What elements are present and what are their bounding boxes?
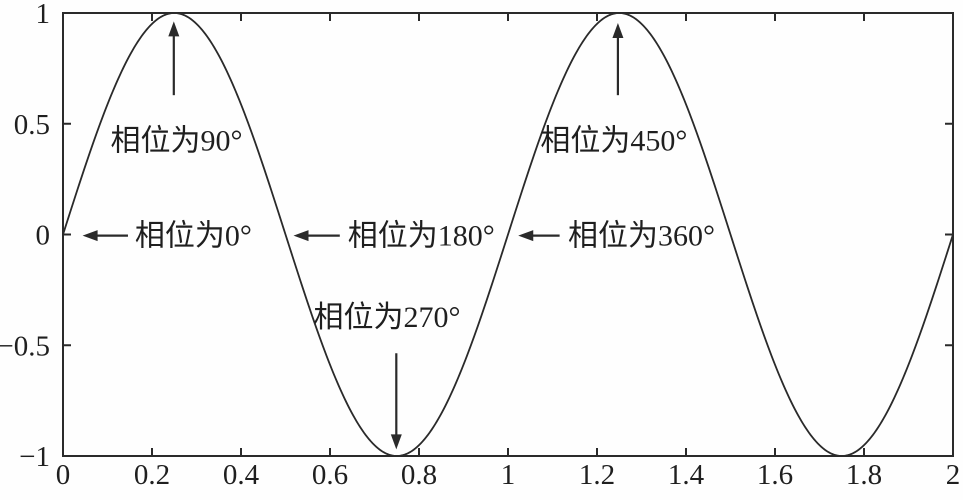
annotation-label: 相位为0° [135,220,252,253]
x-tick-label: 1.8 [846,459,882,491]
y-tick-label: −0.5 [0,330,50,362]
x-tick-label: 2 [946,459,961,491]
x-tick-label: 0.2 [134,459,170,491]
annotation-arrow [612,22,624,96]
annotation-label: 相位为270° [313,301,460,334]
annotation-label: 相位为180° [348,220,495,253]
x-tick-label: 0.4 [223,459,260,491]
y-tick-label: 1 [36,0,51,30]
y-tick-label: 0 [36,220,51,252]
y-tick-label: 0.5 [14,109,50,141]
x-tick-label: 0.6 [312,459,348,491]
sine-curve [62,12,954,457]
x-tick-label: 1.6 [757,459,793,491]
x-tick-label: 1.4 [668,459,705,491]
annotation-arrow [82,230,128,242]
annotation-arrow [518,230,560,242]
annotation-arrow [168,21,180,96]
annotation-arrow [293,230,340,242]
annotation-label: 相位为450° [540,124,687,157]
annotation-label: 相位为360° [568,220,715,253]
x-tick-label: 0 [56,459,71,491]
annotation-label: 相位为90° [110,124,242,157]
x-tick-label: 1.2 [579,459,615,491]
annotation-arrow [390,353,402,450]
x-tick-label: 0.8 [401,459,437,491]
y-tick-label: −1 [19,441,50,473]
x-tick-label: 1 [501,459,516,491]
